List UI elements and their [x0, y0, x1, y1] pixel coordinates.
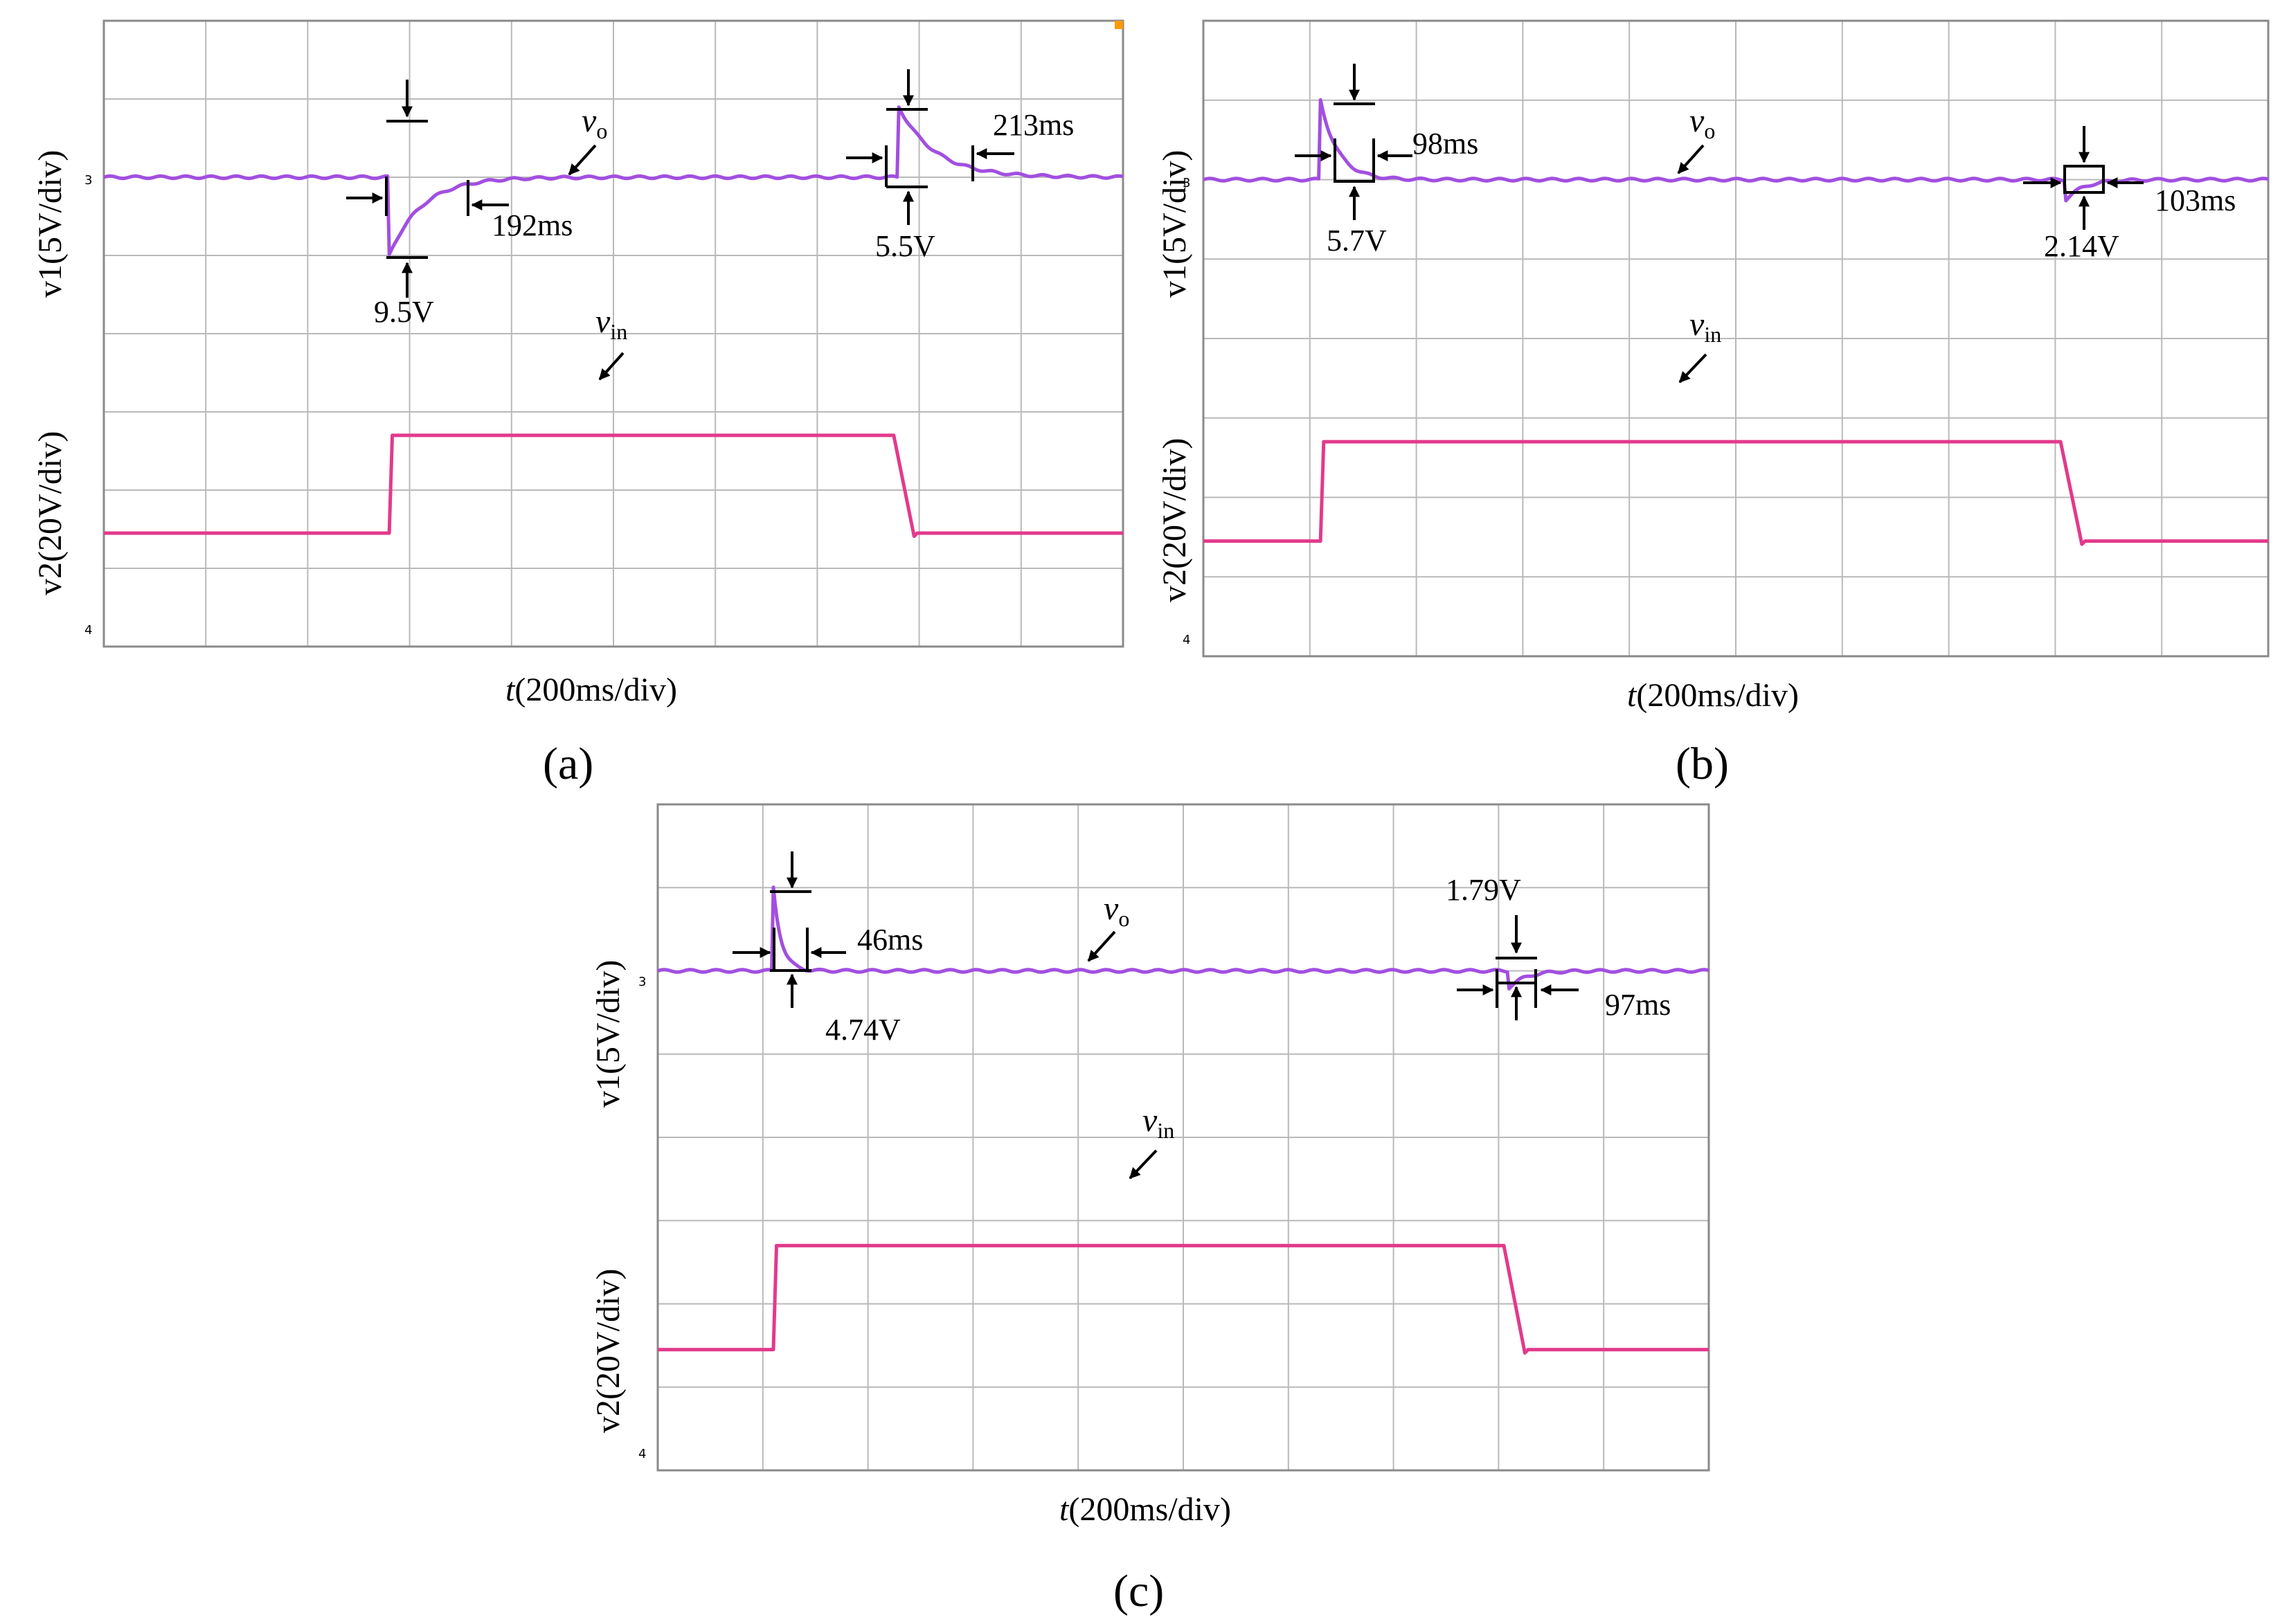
- annotation-text-192ms: 192ms: [492, 208, 573, 242]
- ch3-marker-c: 3: [638, 975, 646, 989]
- vo-pointer-c: [1087, 930, 1116, 962]
- annotation-peak-a: [846, 69, 1014, 225]
- annotation-text-98ms: 98ms: [1412, 127, 1478, 161]
- panel-b: 3 4 5.7V 98ms 2.14V 103ms vo: [1156, 19, 2270, 789]
- vo-label-a-sub: o: [596, 118, 607, 143]
- vo-label-a-v: v: [582, 102, 597, 139]
- ch4-marker-c: 4: [638, 1447, 646, 1461]
- vo-label-b-v: v: [1689, 102, 1705, 139]
- vo-label-c-sub: o: [1118, 906, 1129, 931]
- y-label-top-a: v1(5V/div): [32, 150, 69, 298]
- annotation-text-46ms: 46ms: [857, 923, 923, 957]
- annotation-text-5.5V: 5.5V: [875, 229, 935, 263]
- panel-a: 3 4 9.5V 192ms 5.5V 213ms: [32, 19, 1124, 789]
- x-label-b-t: t: [1627, 677, 1637, 714]
- x-label-c-t: t: [1059, 1491, 1070, 1528]
- ch3-marker-b: 3: [1183, 176, 1190, 190]
- corner-marker-a: [1115, 21, 1123, 29]
- y-label-top-b: v1(5V/div): [1156, 150, 1193, 298]
- annotation-peak-c: [733, 851, 846, 1008]
- vin-label-a: vin: [595, 303, 627, 344]
- annotation-text-2.14V: 2.14V: [2044, 229, 2119, 263]
- vin-trace-b: [1203, 440, 2268, 546]
- y-label-bottom-b: v2(20V/div): [1156, 438, 1193, 602]
- vo-label-c: vo: [1104, 890, 1129, 931]
- x-label-a-rest: (200ms/div): [514, 671, 677, 708]
- vin-label-b-sub: in: [1704, 322, 1721, 347]
- grid-b: [1203, 21, 2268, 656]
- ch3-marker-a: 3: [84, 173, 92, 188]
- plot-frame-b: [1202, 19, 2270, 658]
- vin-label-a-v: v: [595, 303, 611, 340]
- annotation-peak-b: [1295, 64, 1412, 220]
- annotation-text-213ms: 213ms: [993, 108, 1074, 142]
- y-label-bottom-c: v2(20V/div): [590, 1269, 627, 1433]
- vin-label-c-sub: in: [1157, 1118, 1174, 1143]
- vo-trace-c: [657, 885, 1709, 991]
- vin-pointer-a: [598, 352, 625, 381]
- annotation-dip-b: [2023, 126, 2144, 230]
- subplot-label-a: (a): [543, 739, 593, 789]
- x-label-a-t: t: [505, 671, 516, 708]
- subplot-label-b: (b): [1676, 739, 1729, 789]
- vin-label-c: vin: [1142, 1102, 1174, 1143]
- vo-pointer-b: [1677, 144, 1705, 174]
- x-label-a: t(200ms/div): [505, 671, 677, 708]
- annotation-text-103ms: 103ms: [2155, 183, 2236, 217]
- vin-label-c-v: v: [1142, 1102, 1158, 1139]
- ch4-marker-a: 4: [84, 623, 92, 638]
- annotation-text-97ms: 97ms: [1605, 988, 1671, 1022]
- annotation-text-1.79V: 1.79V: [1446, 873, 1521, 907]
- annotation-text-5.7V: 5.7V: [1327, 224, 1387, 258]
- grid-c: [658, 804, 1709, 1470]
- vo-label-b-sub: o: [1704, 118, 1715, 143]
- vin-label-b-v: v: [1689, 306, 1705, 343]
- vo-trace-a: [103, 105, 1124, 256]
- plot-frame-c: [656, 803, 1710, 1472]
- vo-label-b: vo: [1689, 102, 1715, 143]
- annotation-dip-a: [346, 80, 509, 298]
- vo-trace-b: [1203, 98, 2269, 203]
- y-label-top-c: v1(5V/div): [590, 960, 627, 1108]
- annotation-text-9.5V: 9.5V: [374, 295, 434, 329]
- vin-trace-a: [104, 433, 1123, 539]
- vin-pointer-c: [1129, 1149, 1158, 1180]
- vin-trace-c: [658, 1243, 1709, 1355]
- vin-pointer-b: [1678, 353, 1707, 384]
- vin-label-a-sub: in: [610, 319, 627, 344]
- x-label-b: t(200ms/div): [1627, 677, 1799, 714]
- ch4-marker-b: 4: [1183, 633, 1190, 647]
- annotation-dip-c: [1457, 915, 1579, 1020]
- annotation-text-4.74V: 4.74V: [825, 1013, 901, 1047]
- subplot-label-c: (c): [1113, 1566, 1164, 1616]
- vo-label-c-v: v: [1104, 890, 1119, 927]
- vo-pointer-a: [568, 144, 597, 176]
- x-label-c: t(200ms/div): [1059, 1491, 1231, 1528]
- vo-label-a: vo: [582, 102, 607, 143]
- x-label-c-rest: (200ms/div): [1068, 1491, 1231, 1528]
- vin-label-b: vin: [1689, 306, 1721, 347]
- panel-c: 3 4 4.74V 46ms 1.79V 97ms vo vin: [590, 803, 1710, 1616]
- plot-frame-a: [102, 19, 1124, 648]
- y-label-bottom-a: v2(20V/div): [32, 431, 69, 595]
- x-label-b-rest: (200ms/div): [1636, 677, 1799, 714]
